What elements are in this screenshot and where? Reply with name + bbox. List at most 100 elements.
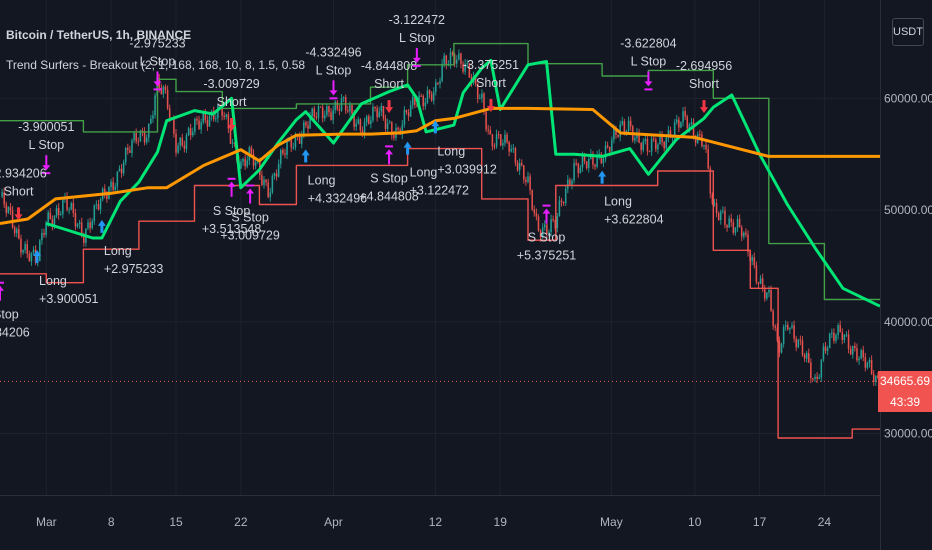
candle-body (535, 213, 538, 217)
trade-label: S Stop (370, 171, 408, 185)
candle-body (730, 218, 733, 223)
candle-body (267, 182, 269, 198)
candle-body (336, 101, 339, 110)
candle-body (332, 110, 334, 120)
candle-body (292, 147, 295, 149)
candle-body (32, 249, 35, 253)
candle-body (154, 95, 156, 116)
candle-body (768, 290, 770, 293)
candle-body (516, 162, 519, 171)
candle-body (3, 192, 5, 205)
candle-body (585, 161, 588, 168)
trade-marker: -2.975233 L Stop (129, 36, 186, 91)
candle-body (290, 137, 293, 148)
stop-arrowhead-icon (42, 165, 51, 171)
candle-body (512, 148, 515, 150)
candle-body (619, 124, 621, 137)
candle-body (567, 179, 569, 189)
trade-value: -4.844808 (361, 59, 417, 73)
candle-body (9, 207, 12, 211)
trade-marker: Long +3.900051 (33, 249, 99, 306)
currency-button[interactable]: USDT (892, 18, 924, 46)
trade-label: Long (39, 274, 67, 288)
y-tick-label: 30000.00 (884, 427, 932, 441)
candle-body (152, 115, 154, 119)
candle-body (443, 55, 445, 64)
candle-body (143, 131, 146, 143)
candle-body (338, 109, 341, 111)
candle-body (468, 63, 471, 78)
candle-body (28, 253, 31, 262)
candle-body (424, 102, 427, 107)
stop-arrowhead-icon (542, 208, 551, 214)
candle-body (74, 213, 77, 227)
candle-body (864, 357, 867, 368)
trade-marker: S Stop +4.844808 (359, 145, 419, 203)
candle-body (441, 63, 443, 81)
candle-body (476, 83, 479, 99)
candle-body (405, 109, 408, 113)
candle-body (678, 119, 680, 128)
candle-body (856, 348, 858, 361)
trade-label: Long (104, 244, 132, 258)
trade-marker: Long +3.122472 (403, 141, 469, 198)
candle-body (225, 114, 228, 117)
candle-body (62, 199, 64, 215)
candle-body (600, 153, 603, 164)
candle-body (497, 134, 500, 136)
candle-body (537, 216, 540, 231)
trade-label: S Stop (528, 231, 566, 245)
candle-body (849, 348, 852, 355)
trade-value: +3.122472 (410, 184, 469, 198)
candle-body (784, 325, 787, 328)
candle-body (445, 55, 448, 66)
candle-body (271, 175, 274, 193)
candle-body (393, 135, 395, 138)
trade-value: +2.934206 (0, 326, 30, 340)
trade-marker: Long +3.622804 (598, 170, 664, 227)
trade-label: Short (689, 77, 719, 91)
candle-body (504, 134, 506, 144)
indicator-legend[interactable]: Trend Surfers - Breakout (2, 1, 168, 168… (6, 58, 306, 72)
candle-body (120, 168, 123, 174)
candle-body (751, 257, 753, 261)
symbol-title[interactable]: Bitcoin / TetherUS, 1h, BINANCE (6, 28, 192, 42)
candle-body (533, 209, 536, 214)
candle-body (219, 105, 221, 107)
short-arrow-icon (700, 100, 708, 114)
candle-body (506, 134, 508, 143)
candle-body (307, 125, 309, 129)
candle-body (1, 192, 3, 197)
last-price-value: 34665.69 (879, 374, 931, 389)
candle-body (365, 116, 368, 123)
candle-body (250, 147, 253, 154)
trade-value: +3.622804 (604, 213, 663, 227)
candle-body (164, 86, 167, 91)
x-tick-label: Mar (36, 515, 57, 529)
candle-body (753, 257, 756, 266)
trade-label: L Stop (399, 31, 435, 45)
candle-body (634, 137, 636, 141)
trade-label: S Stop (213, 204, 251, 218)
x-tick-label: 17 (753, 515, 767, 529)
candle-body (374, 106, 376, 109)
candle-body (822, 346, 825, 360)
candle-body (759, 278, 762, 284)
candle-body (242, 158, 244, 162)
candle-body (623, 121, 626, 132)
trade-value: +4.332496 (308, 191, 367, 205)
candle-body (183, 145, 186, 149)
candle-body (682, 111, 684, 123)
candle-body (663, 142, 665, 149)
long-arrow-icon (33, 249, 42, 263)
candle-body (97, 204, 100, 210)
stop-arrowhead-icon (153, 81, 162, 87)
candle-body (185, 135, 188, 149)
candle-body (231, 142, 234, 144)
candle-body (675, 119, 678, 123)
candle-body (523, 165, 525, 180)
candle-body (106, 195, 108, 199)
candle-body (455, 59, 458, 64)
candle-body (118, 168, 121, 172)
